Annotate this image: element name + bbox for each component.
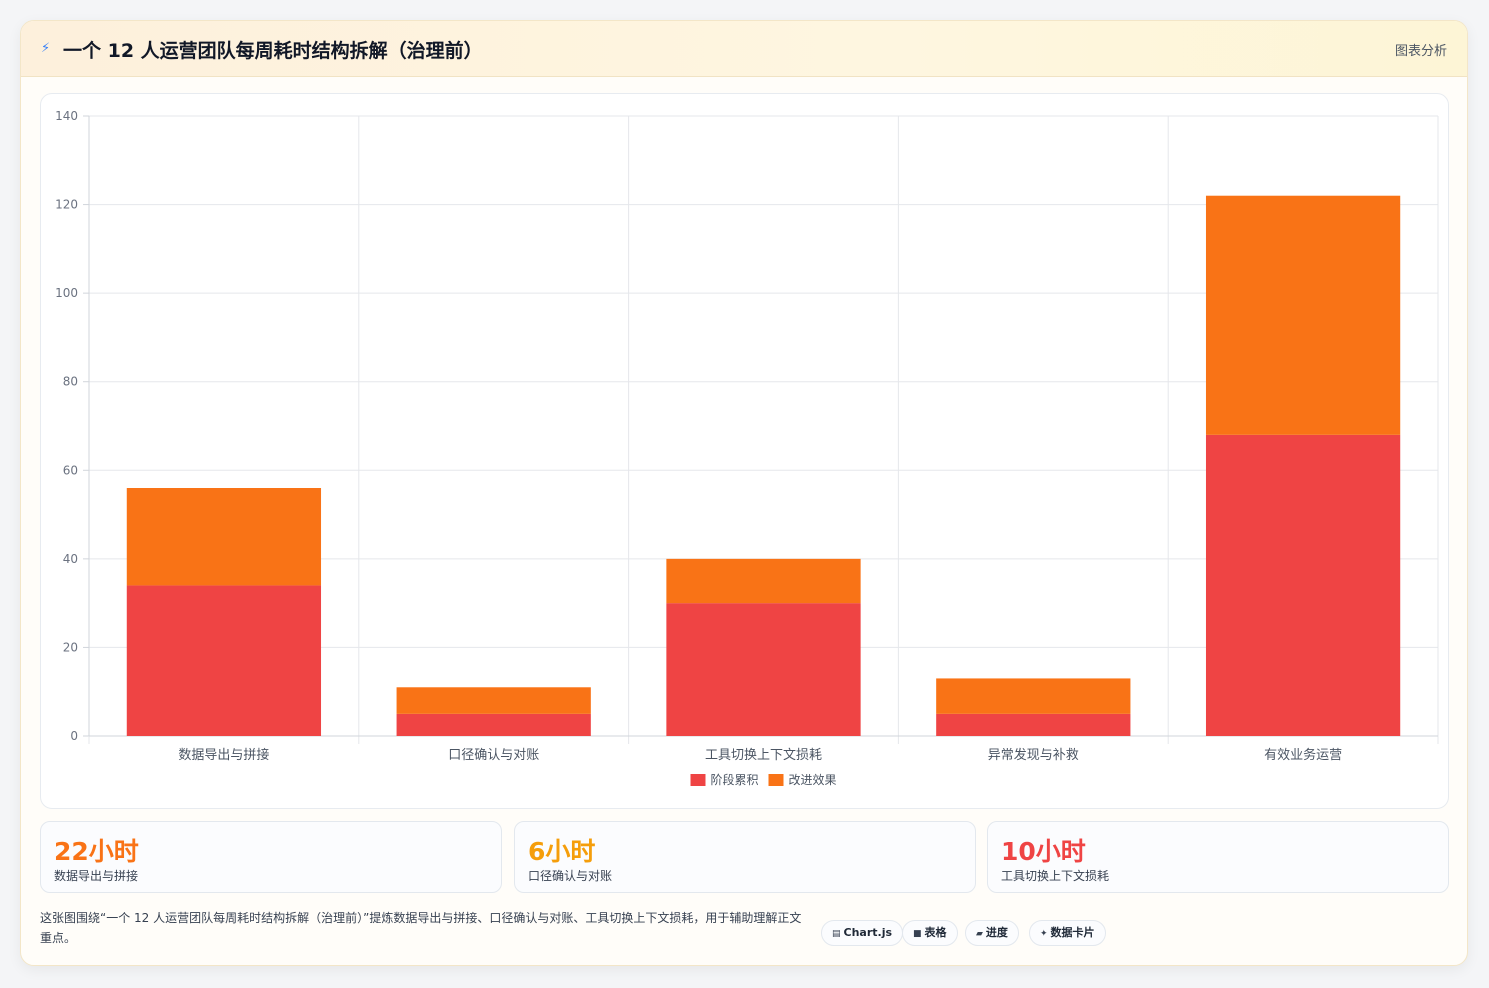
y-tick-label: 40 — [63, 552, 78, 566]
bar-segment — [126, 488, 322, 586]
card-icon: ✦ — [1040, 929, 1048, 939]
stat-label: 工具切换上下文损耗 — [1001, 869, 1110, 883]
stat-card-1: 22小时 数据导出与拼接 — [40, 821, 502, 893]
stacked-bar-chart: 0 20 40 60 80 100 120 140 数据导出与拼接 口径确认与对账 工具切换上下文损… — [55, 109, 1439, 787]
bar-segment — [396, 713, 591, 736]
stat-label: 口径确认与对账 — [528, 869, 613, 883]
stat-value: 10小时 — [1001, 837, 1086, 866]
legend-swatch — [690, 774, 706, 786]
bar-segment — [666, 603, 861, 736]
stat-card-2: 6小时 口径确认与对账 — [514, 821, 976, 893]
x-tick-label: 工具切换上下文损耗 — [705, 748, 822, 763]
table-icon: ■ — [913, 929, 922, 939]
chart-card: ⚡ 一个 12 人运营团队每周耗时结构拆解（治理前） 图表分析 0 20 40 60 8… — [20, 20, 1468, 966]
chart-panel: 0 20 40 60 80 100 120 140 数据导出与拼接 口径确认与对账 工具切换上下文损… — [40, 93, 1449, 809]
chart-icon: ▤ — [832, 929, 841, 939]
y-tick-label: 100 — [55, 286, 78, 300]
x-tick-label: 口径确认与对账 — [448, 748, 539, 763]
progress-icon: ▰ — [976, 929, 983, 939]
x-tick-label: 有效业务运营 — [1264, 747, 1342, 763]
y-tick-label: 80 — [63, 375, 78, 389]
pill-label: 表格 — [924, 926, 947, 939]
bar-segment — [936, 678, 1131, 714]
x-tick-label: 异常发现与补救 — [988, 747, 1079, 763]
pill-label: 进度 — [985, 926, 1008, 939]
y-tick-label: 60 — [63, 463, 78, 477]
y-tick-label: 140 — [55, 109, 78, 123]
stat-card-3: 10小时 工具切换上下文损耗 — [987, 821, 1449, 893]
y-tick-label: 20 — [63, 640, 78, 654]
x-tick-label: 数据导出与拼接 — [178, 747, 269, 763]
pill-data-card[interactable]: ✦ 数据卡片 — [1029, 920, 1106, 946]
chart-title: 一个 12 人运营团队每周耗时结构拆解（治理前） — [63, 40, 483, 62]
bar-segment — [126, 585, 322, 736]
card-header: ⚡ 一个 12 人运营团队每周耗时结构拆解（治理前） 图表分析 — [21, 21, 1467, 77]
bar-segment — [936, 713, 1131, 736]
chart-analysis-tag[interactable]: 图表分析 — [1394, 44, 1447, 59]
stat-value: 6小时 — [528, 837, 596, 866]
y-tick-label: 0 — [70, 729, 78, 743]
legend-label: 改进效果 — [789, 772, 837, 787]
pill-label: Chart.js — [843, 926, 893, 939]
pill-chartjs[interactable]: ▤ Chart.js — [821, 920, 904, 946]
y-tick-label: 120 — [55, 198, 78, 212]
chart-description: 这张图围绕“一个 12 人运营团队每周耗时结构拆解（治理前）”提炼数据导出与拼接… — [40, 911, 802, 945]
bolt-icon: ⚡ — [41, 41, 51, 56]
bar-segment — [666, 558, 861, 604]
legend-label: 阶段累积 — [711, 772, 759, 787]
bar-segment — [1205, 434, 1401, 736]
pill-table[interactable]: ■ 表格 — [902, 920, 958, 946]
bar-segment — [1205, 195, 1401, 435]
stat-label: 数据导出与拼接 — [54, 869, 139, 883]
stat-value: 22小时 — [54, 837, 139, 866]
bar-segment — [396, 687, 591, 714]
pill-label: 数据卡片 — [1050, 926, 1095, 939]
pill-progress[interactable]: ▰ 进度 — [965, 920, 1019, 946]
legend-swatch — [768, 774, 784, 786]
